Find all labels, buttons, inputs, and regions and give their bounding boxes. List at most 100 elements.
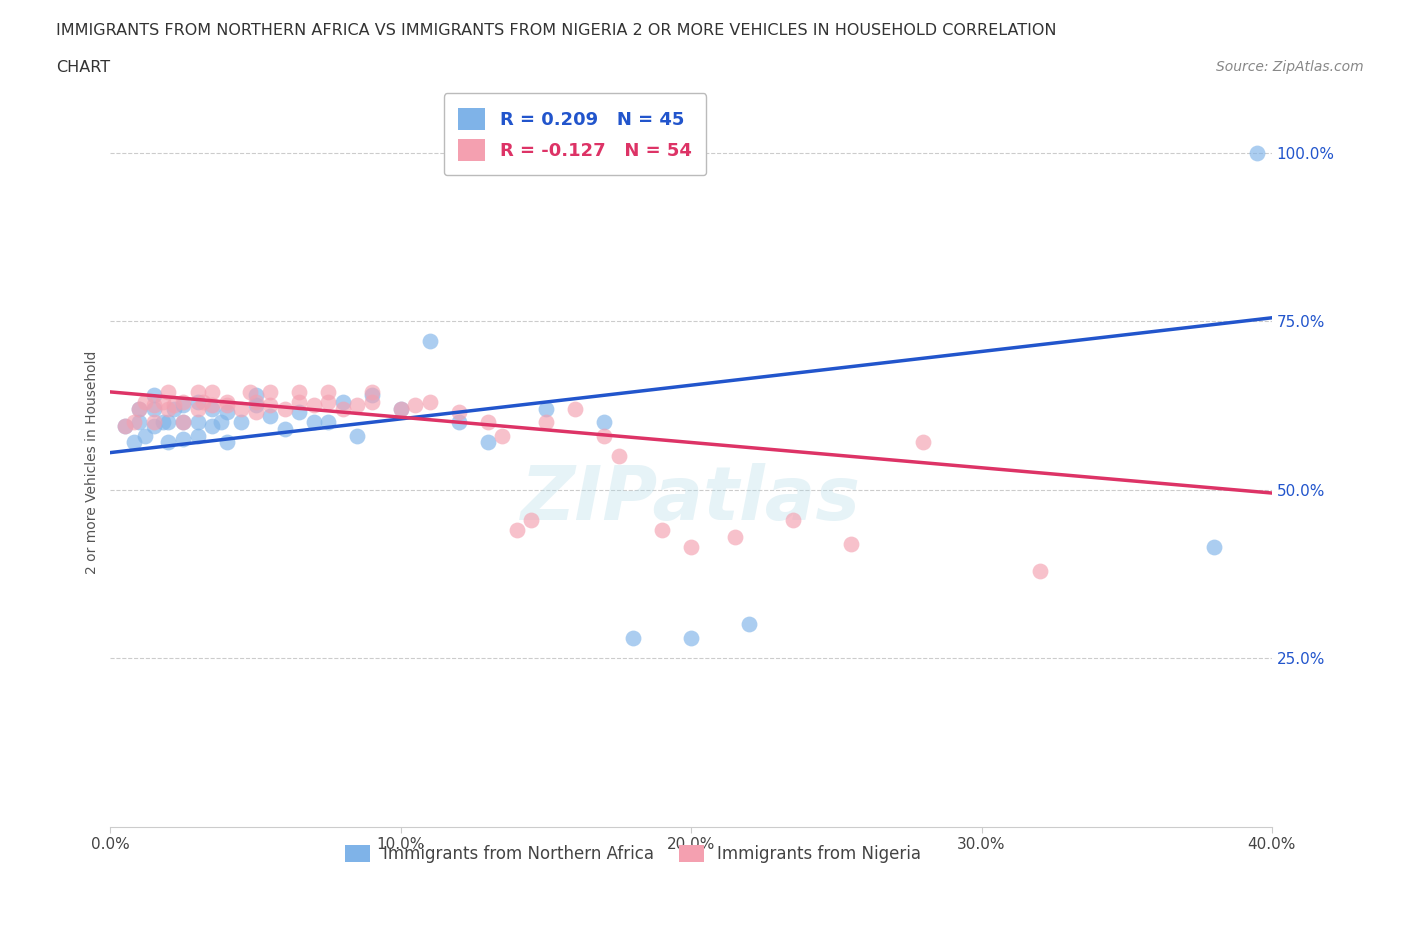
Point — [360, 388, 382, 403]
Point — [163, 398, 186, 413]
Point — [491, 429, 513, 444]
Point — [288, 405, 311, 419]
Point — [122, 435, 145, 450]
Point — [259, 408, 281, 423]
Point — [360, 384, 382, 399]
Point — [738, 617, 761, 631]
Point — [186, 384, 208, 399]
Point — [404, 398, 426, 413]
Point — [128, 415, 150, 430]
Point — [607, 448, 630, 463]
Point — [651, 523, 673, 538]
Point — [122, 415, 145, 430]
Point — [288, 394, 311, 409]
Point — [839, 537, 862, 551]
Point — [316, 394, 339, 409]
Point — [215, 394, 238, 409]
Point — [143, 402, 166, 417]
Text: IMMIGRANTS FROM NORTHERN AFRICA VS IMMIGRANTS FROM NIGERIA 2 OR MORE VEHICLES IN: IMMIGRANTS FROM NORTHERN AFRICA VS IMMIG… — [56, 23, 1057, 38]
Point — [302, 398, 325, 413]
Point — [239, 384, 262, 399]
Point — [114, 418, 136, 433]
Point — [143, 415, 166, 430]
Point — [1028, 564, 1050, 578]
Point — [316, 384, 339, 399]
Point — [143, 418, 166, 433]
Text: CHART: CHART — [56, 60, 110, 75]
Point — [681, 631, 703, 645]
Point — [172, 432, 194, 446]
Point — [245, 394, 267, 409]
Point — [186, 429, 208, 444]
Point — [163, 402, 186, 417]
Point — [245, 398, 267, 413]
Point — [477, 435, 499, 450]
Point — [520, 512, 543, 527]
Point — [681, 539, 703, 554]
Point — [332, 394, 354, 409]
Point — [273, 402, 295, 417]
Point — [215, 405, 238, 419]
Point — [152, 415, 174, 430]
Point — [186, 394, 208, 409]
Point — [273, 421, 295, 436]
Point — [316, 415, 339, 430]
Point — [201, 402, 224, 417]
Point — [201, 398, 224, 413]
Point — [128, 402, 150, 417]
Point — [134, 429, 156, 444]
Point — [172, 415, 194, 430]
Point — [447, 405, 470, 419]
Point — [201, 384, 224, 399]
Point — [215, 435, 238, 450]
Point — [229, 415, 252, 430]
Point — [621, 631, 644, 645]
Point — [229, 402, 252, 417]
Point — [419, 334, 441, 349]
Point — [152, 394, 174, 409]
Point — [564, 402, 586, 417]
Point — [724, 529, 747, 544]
Point — [114, 418, 136, 433]
Y-axis label: 2 or more Vehicles in Household: 2 or more Vehicles in Household — [86, 351, 100, 575]
Point — [389, 402, 412, 417]
Point — [157, 402, 180, 417]
Point — [143, 398, 166, 413]
Point — [288, 384, 311, 399]
Point — [245, 405, 267, 419]
Point — [128, 402, 150, 417]
Point — [172, 394, 194, 409]
Point — [593, 415, 616, 430]
Point — [209, 415, 232, 430]
Point — [534, 402, 557, 417]
Point — [245, 388, 267, 403]
Text: ZIPatlas: ZIPatlas — [522, 462, 860, 536]
Point — [912, 435, 935, 450]
Text: Source: ZipAtlas.com: Source: ZipAtlas.com — [1216, 60, 1364, 74]
Point — [332, 402, 354, 417]
Point — [134, 394, 156, 409]
Point — [447, 415, 470, 430]
Point — [157, 384, 180, 399]
Point — [1246, 145, 1268, 160]
Point — [186, 402, 208, 417]
Point — [193, 394, 215, 409]
Point — [534, 415, 557, 430]
Point — [157, 435, 180, 450]
Point — [172, 398, 194, 413]
Point — [782, 512, 804, 527]
Point — [346, 429, 368, 444]
Point — [419, 394, 441, 409]
Legend: Immigrants from Northern Africa, Immigrants from Nigeria: Immigrants from Northern Africa, Immigra… — [337, 838, 928, 870]
Point — [143, 388, 166, 403]
Point — [593, 429, 616, 444]
Point — [259, 384, 281, 399]
Point — [172, 415, 194, 430]
Point — [346, 398, 368, 413]
Point — [302, 415, 325, 430]
Point — [1202, 539, 1225, 554]
Point — [506, 523, 529, 538]
Point — [215, 398, 238, 413]
Point — [389, 402, 412, 417]
Point — [360, 394, 382, 409]
